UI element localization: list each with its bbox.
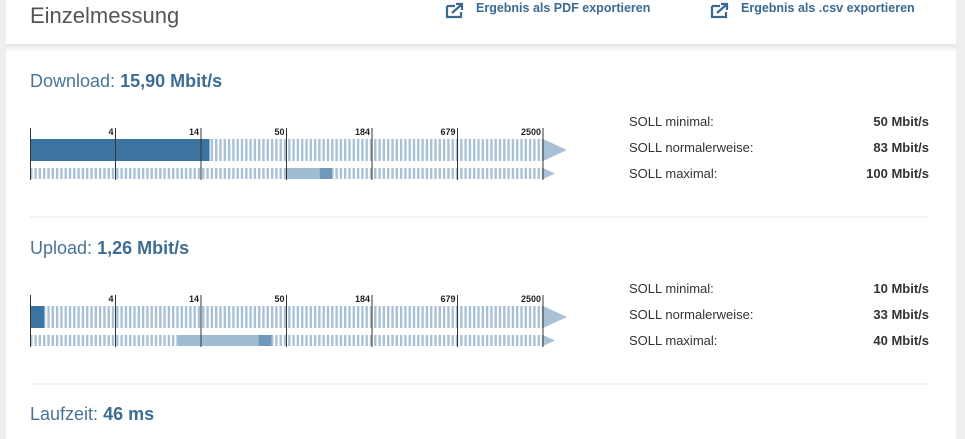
scale-arrow (543, 306, 567, 328)
tick-label: 2500 (521, 294, 541, 304)
export-link[interactable]: Ergebnis als PDF exportieren (476, 1, 650, 15)
header-shadow (6, 44, 956, 52)
tick-label: 50 (274, 294, 284, 304)
tick-label: 184 (355, 294, 370, 304)
export-csv[interactable]: Ergebnis als .csv exportieren (710, 1, 915, 19)
section-label: Upload: (30, 238, 92, 258)
soll-label: SOLL normalerweise: (629, 307, 754, 322)
section-title: Upload: 1,26 Mbit/s (30, 238, 189, 258)
runtime: Laufzeit: 46 ms (30, 404, 154, 424)
page-title: Einzelmessung (30, 3, 179, 28)
tick-label: 679 (440, 127, 455, 137)
runtime-label: Laufzeit: (30, 404, 98, 424)
soll-normal-range (258, 335, 272, 346)
soll-value: 10 Mbit/s (873, 281, 929, 296)
section-value: 1,26 Mbit/s (97, 238, 189, 258)
measured-bar (30, 306, 45, 328)
tick-label: 14 (189, 127, 199, 137)
runtime-value: 46 ms (103, 404, 154, 424)
section-title: Download: 15,90 Mbit/s (30, 71, 222, 91)
section-value: 15,90 Mbit/s (120, 71, 222, 91)
soll-value: 100 Mbit/s (866, 166, 929, 181)
soll-value: 33 Mbit/s (873, 307, 929, 322)
soll-label: SOLL normalerweise: (629, 140, 754, 155)
soll-range (286, 168, 332, 179)
soll-label: SOLL maximal: (629, 166, 717, 181)
export-link[interactable]: Ergebnis als .csv exportieren (741, 1, 915, 15)
tick-label: 50 (274, 127, 284, 137)
measured-bar (30, 139, 210, 161)
tick-label: 4 (108, 127, 113, 137)
soll-value: 50 Mbit/s (873, 114, 929, 129)
export-icon (445, 2, 464, 19)
section-label: Download: (30, 71, 115, 91)
tick-label: 184 (355, 127, 370, 137)
soll-value: 40 Mbit/s (873, 333, 929, 348)
soll-label: SOLL minimal: (629, 281, 714, 296)
soll-value: 83 Mbit/s (873, 140, 929, 155)
card (6, 0, 956, 439)
range-arrow (543, 335, 555, 346)
scale-arrow (543, 139, 567, 161)
range-arrow (543, 168, 555, 179)
soll-label: SOLL minimal: (629, 114, 714, 129)
tick-label: 679 (440, 294, 455, 304)
soll-label: SOLL maximal: (629, 333, 717, 348)
tick-label: 2500 (521, 127, 541, 137)
soll-range (178, 335, 272, 346)
export-icon (710, 2, 729, 19)
tick-label: 4 (108, 294, 113, 304)
soll-normal-range (319, 168, 332, 179)
export-pdf[interactable]: Ergebnis als PDF exportieren (445, 1, 650, 19)
tick-label: 14 (189, 294, 199, 304)
